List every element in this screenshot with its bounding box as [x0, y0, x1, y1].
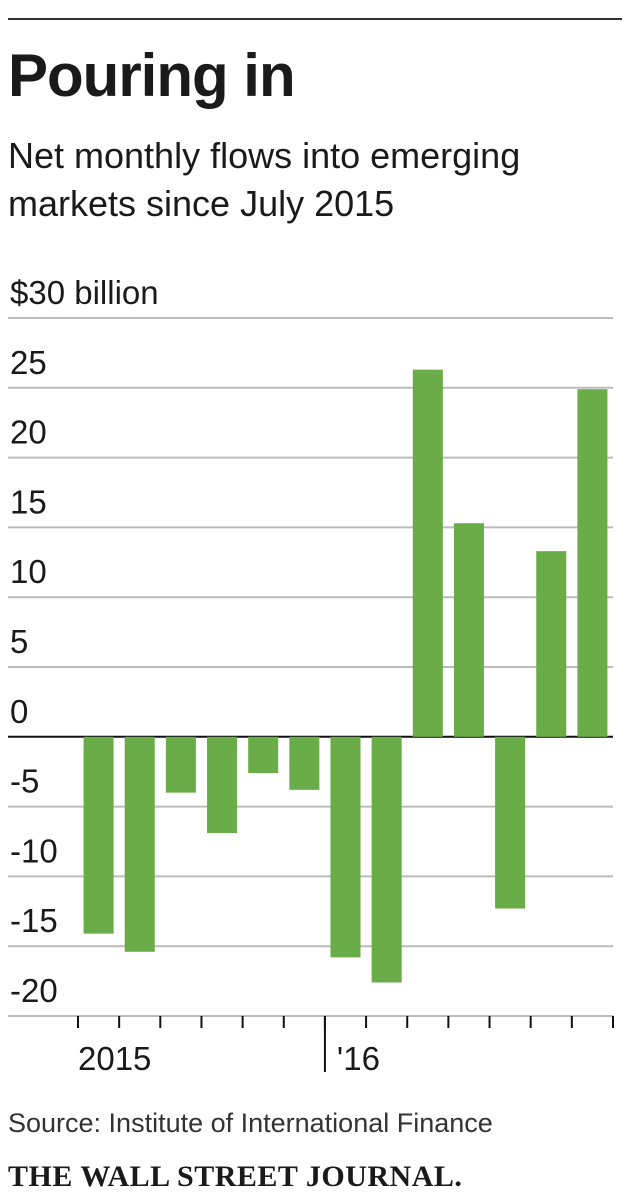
y-tick-label: -15	[10, 902, 58, 939]
top-rule	[8, 18, 622, 20]
y-tick-label: 20	[10, 414, 47, 451]
bar	[124, 736, 155, 952]
bar	[248, 736, 279, 774]
publisher-logo: THE WALL STREET JOURNAL.	[8, 1160, 463, 1193]
bars	[83, 369, 608, 983]
x-axis	[8, 1015, 614, 1072]
y-tick-label: 15	[10, 483, 47, 520]
bar	[371, 736, 402, 983]
x-tick-label: 2015	[78, 1040, 151, 1077]
chart-title: Pouring in	[8, 42, 296, 109]
bar	[83, 736, 114, 934]
x-tick-label: '16	[337, 1040, 380, 1077]
bar	[412, 369, 443, 737]
y-tick-label: -10	[10, 832, 58, 869]
y-tick-label: 25	[10, 344, 47, 381]
bar	[330, 736, 361, 958]
bar	[536, 551, 567, 737]
bar	[207, 736, 238, 834]
chart-subtitle: Net monthly flows into emerging markets …	[8, 135, 521, 224]
y-tick-label: $30 billion	[10, 274, 159, 311]
bar	[577, 389, 608, 737]
bar	[495, 736, 526, 909]
y-tick-label: 5	[10, 623, 28, 660]
bar	[453, 523, 484, 737]
y-tick-label: -20	[10, 972, 58, 1009]
y-tick-label: 10	[10, 553, 47, 590]
bar	[165, 736, 196, 793]
source-note: Source: Institute of International Finan…	[8, 1108, 493, 1138]
y-tick-label: -5	[10, 763, 39, 800]
bar	[289, 736, 320, 790]
y-tick-label: 0	[10, 693, 28, 730]
